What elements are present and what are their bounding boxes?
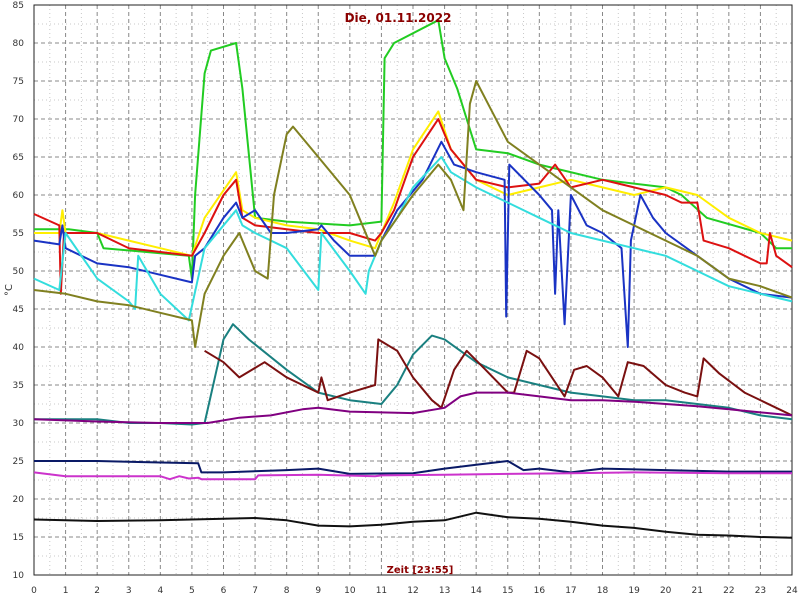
series-line-10 — [34, 460, 792, 475]
chart-title: Die, 01.11.2022 — [345, 11, 452, 25]
y-tick-label: 10 — [13, 571, 25, 581]
series-line-11 — [33, 471, 792, 481]
y-tick-label: 60 — [13, 191, 25, 201]
y-tick-label: 55 — [13, 229, 24, 239]
x-tick-label: 13 — [439, 586, 450, 596]
series-line-4 — [33, 140, 793, 348]
x-tick-label: 0 — [31, 586, 37, 596]
x-tick-label: 7 — [252, 586, 258, 596]
x-tick-label: 1 — [63, 586, 69, 596]
x-tick-label: 18 — [597, 586, 609, 596]
y-tick-label: 65 — [13, 153, 24, 163]
x-tick-label: 14 — [470, 586, 482, 596]
series-line-3 — [33, 118, 793, 295]
y-tick-label: 80 — [13, 39, 25, 49]
series-line-6 — [33, 80, 793, 348]
x-tick-label: 23 — [755, 586, 766, 596]
x-tick-label: 2 — [94, 586, 100, 596]
x-tick-label: 12 — [407, 586, 418, 596]
x-tick-label: 21 — [692, 586, 703, 596]
y-tick-label: 70 — [13, 115, 25, 125]
x-tick-label: 17 — [565, 586, 576, 596]
series-line-12 — [33, 511, 793, 539]
x-tick-label: 8 — [284, 586, 290, 596]
series-line-9 — [33, 391, 793, 424]
y-tick-label: 30 — [13, 419, 25, 429]
x-tick-labels: 0 1 2 3 4 5 6 7 8 9 10 11 12 13 14 15 16 17 18 19 20 21 22 23 24 — [31, 586, 798, 596]
x-tick-label: 5 — [189, 586, 195, 596]
x-tick-label: 10 — [344, 586, 356, 596]
y-tick-label: 15 — [13, 533, 24, 543]
y-tick-label: 45 — [13, 305, 24, 315]
y-tick-label: 40 — [13, 343, 25, 353]
y-tick-label: 35 — [13, 381, 24, 391]
y-tick-label: 75 — [13, 77, 24, 87]
y-tick-label: 25 — [13, 457, 24, 467]
x-tick-label: 3 — [126, 586, 132, 596]
x-tick-label: 11 — [376, 586, 387, 596]
x-tick-label: 16 — [534, 586, 546, 596]
x-tick-label: 6 — [221, 586, 227, 596]
x-tick-label: 9 — [315, 586, 321, 596]
x-tick-label: 4 — [157, 586, 163, 596]
x-tick-label: 15 — [502, 586, 513, 596]
x-tick-label: 22 — [723, 586, 734, 596]
x-tick-label: 24 — [786, 586, 798, 596]
y-tick-label: 85 — [13, 1, 24, 11]
y-tick-label: 50 — [13, 267, 25, 277]
y-axis-label: °C — [4, 284, 15, 296]
x-tick-label: 19 — [628, 586, 640, 596]
y-tick-labels: 10 15 20 25 30 35 40 45 50 55 60 65 70 75 80 85 — [13, 1, 25, 581]
series-lines — [33, 19, 793, 539]
series-line-5 — [33, 156, 793, 322]
y-tick-label: 20 — [13, 495, 25, 505]
x-axis-label: Zeit [23:55] — [387, 565, 454, 576]
x-tick-label: 20 — [660, 586, 672, 596]
